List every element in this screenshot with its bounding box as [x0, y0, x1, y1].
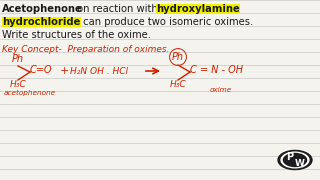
- Text: Ph: Ph: [172, 52, 184, 62]
- Text: H₃C: H₃C: [170, 80, 187, 89]
- Text: Write structures of the oxime.: Write structures of the oxime.: [2, 30, 151, 40]
- Text: H₂N OH . HCl: H₂N OH . HCl: [70, 66, 128, 75]
- Circle shape: [278, 150, 312, 170]
- Text: hydrochloride: hydrochloride: [2, 17, 80, 27]
- Text: W: W: [295, 159, 305, 168]
- Text: acetophenone: acetophenone: [4, 90, 56, 96]
- Circle shape: [284, 154, 307, 166]
- Text: C=O: C=O: [30, 65, 52, 75]
- Text: Key Concept-  Preparation of oximes.: Key Concept- Preparation of oximes.: [2, 45, 170, 54]
- Text: C = N - OH: C = N - OH: [190, 65, 243, 75]
- Text: can produce two isomeric oximes.: can produce two isomeric oximes.: [80, 17, 253, 27]
- Text: Ph: Ph: [12, 54, 24, 64]
- Circle shape: [281, 152, 309, 168]
- Text: oxime: oxime: [210, 87, 232, 93]
- Text: H₃C: H₃C: [10, 80, 27, 89]
- Text: on reaction with: on reaction with: [74, 4, 161, 14]
- Text: Acetophenone: Acetophenone: [2, 4, 83, 14]
- Text: +: +: [60, 66, 69, 76]
- Text: hydroxylamine: hydroxylamine: [156, 4, 240, 14]
- Text: P: P: [286, 152, 293, 162]
